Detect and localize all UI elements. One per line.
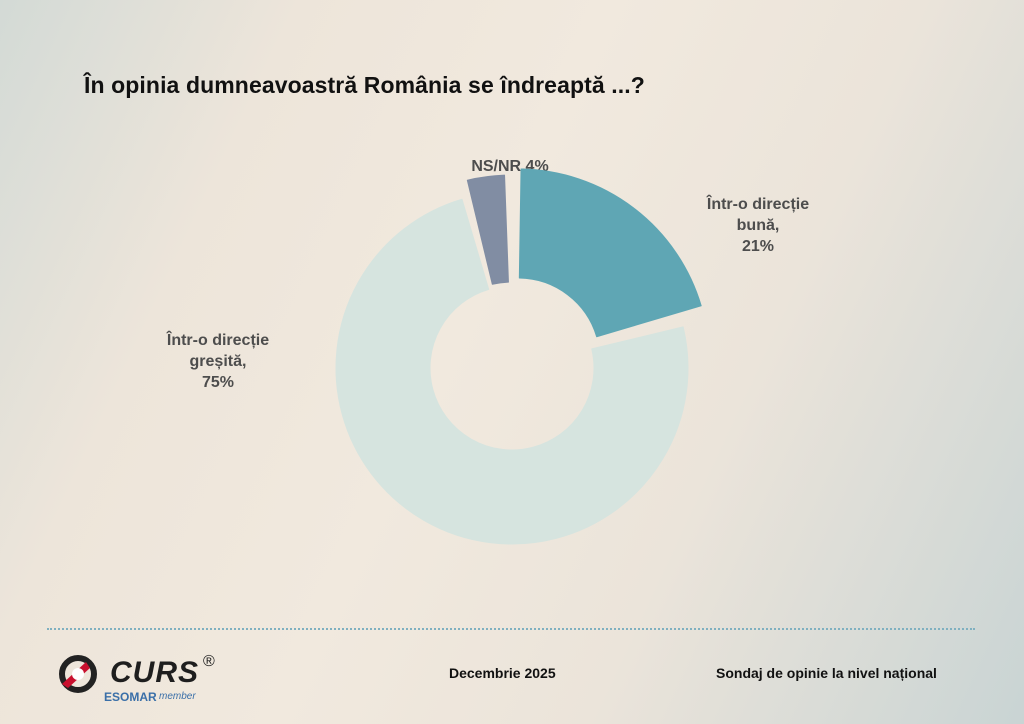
slice-label-3: Într-o direcție greșită, 75% (166, 330, 269, 391)
slice-label-line: bună, (737, 217, 780, 234)
donut-slice-3 (335, 198, 689, 545)
footer-survey: Sondaj de opinie la nivel național (716, 665, 937, 681)
curs-logo-icon (59, 655, 97, 693)
chart-title: În opinia dumneavoastră România se îndre… (84, 72, 645, 98)
donut-chart: NS/NR,4%Într-o direcție bună, 21%Într-o di… (166, 158, 809, 545)
slice-label-line: greșită, (190, 353, 247, 370)
slice-label-line: 21% (742, 238, 774, 255)
footer-date: Decembrie 2025 (449, 665, 556, 681)
donut-slice-1 (466, 174, 509, 285)
member-label: member (159, 691, 196, 702)
slice-label-line: 75% (202, 374, 234, 391)
footer-divider (47, 628, 975, 630)
curs-logo: CURS ® ESOMAR member (56, 650, 236, 710)
donut-slice-2 (518, 168, 702, 338)
slice-label-line: Într-o direcție (166, 330, 269, 349)
registered-mark: ® (203, 653, 215, 670)
slice-label-2: Într-o direcție bună, 21% (706, 194, 809, 255)
logo-wordmark: CURS (110, 656, 200, 689)
slice-label-line: Într-o direcție (706, 194, 809, 213)
esomar-label: ESOMAR (104, 690, 157, 704)
